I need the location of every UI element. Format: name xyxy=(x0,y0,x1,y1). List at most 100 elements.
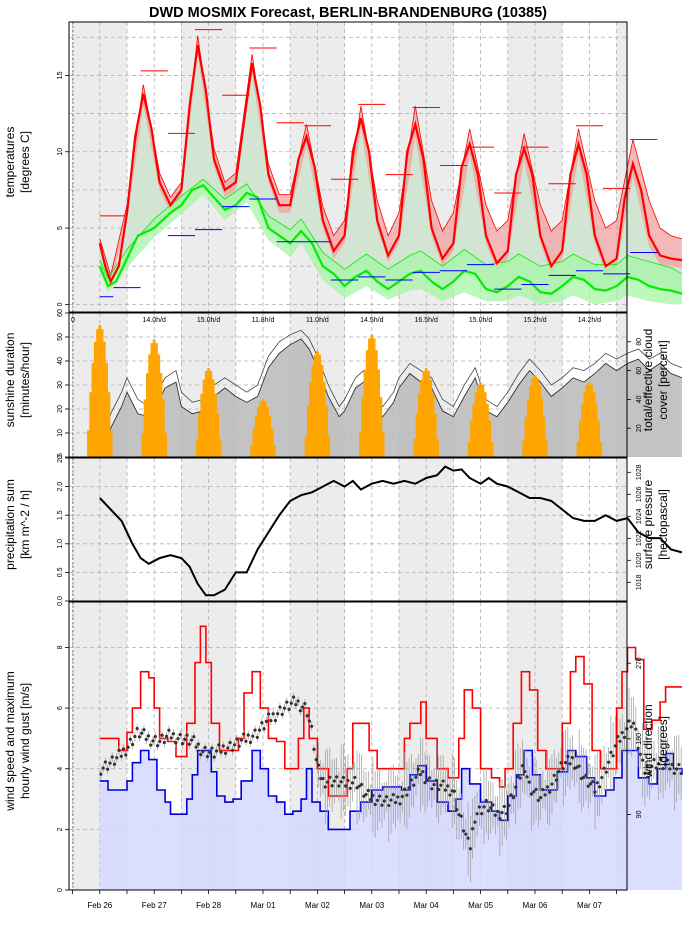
sunshine-bar xyxy=(257,406,260,457)
sunshine-bar xyxy=(250,445,254,457)
sunshine-bar xyxy=(379,397,383,457)
direction-point xyxy=(257,728,262,732)
direction-point xyxy=(251,734,255,738)
sunshine-bar xyxy=(209,371,213,457)
sunshine-bar xyxy=(195,438,199,457)
sunshine-bar xyxy=(100,329,104,457)
direction-point xyxy=(180,741,185,746)
daily-sunshine-label: 0 xyxy=(71,317,75,324)
direction-point xyxy=(210,746,214,750)
sunshine-bar xyxy=(467,441,471,457)
direction-point xyxy=(355,786,359,790)
sunshine-axis-label-line: sunshine duration xyxy=(3,333,17,428)
sunshine-bar xyxy=(486,403,489,457)
sunshine-bar xyxy=(109,430,113,457)
sunshine-bar xyxy=(597,420,600,457)
direction-point xyxy=(468,847,472,851)
sunshine-bar xyxy=(309,381,312,457)
sunshine-bar xyxy=(91,362,95,457)
tick-label: 50 xyxy=(57,333,64,341)
sunshine-bar xyxy=(325,405,328,457)
direction-point xyxy=(459,814,463,818)
direction-point xyxy=(412,783,416,787)
direction-point xyxy=(201,749,205,754)
sunshine-bar xyxy=(422,371,426,457)
sunshine-bar xyxy=(159,373,163,457)
sunshine-bar xyxy=(107,392,111,457)
direction-point xyxy=(106,767,110,771)
direction-point xyxy=(282,706,287,710)
direction-point xyxy=(99,772,103,776)
direction-point xyxy=(543,793,547,797)
direction-point xyxy=(230,748,234,752)
tick-label: 10 xyxy=(57,429,64,437)
direction-point xyxy=(378,794,382,798)
direction-point xyxy=(357,784,361,788)
direction-point xyxy=(364,792,368,797)
direction-point xyxy=(291,695,296,699)
direction-point xyxy=(371,793,375,798)
direction-point xyxy=(550,782,554,786)
sunshine-axis-label-line: [minutes/hour] xyxy=(18,342,32,418)
dew-upper-line xyxy=(99,178,683,280)
sunshine-bar xyxy=(433,413,437,457)
direction-point xyxy=(593,790,597,794)
sunshine-bar xyxy=(150,343,154,457)
tick-label: 6 xyxy=(57,706,64,710)
direction-point xyxy=(591,779,595,784)
direction-point xyxy=(425,778,429,782)
sunshine-bar xyxy=(268,415,272,457)
direction-point xyxy=(627,719,631,723)
direction-point xyxy=(312,747,316,751)
direction-point xyxy=(185,733,189,737)
direction-point xyxy=(534,787,538,791)
direction-point xyxy=(584,773,588,777)
sunshine-bar xyxy=(214,393,217,457)
sunshine-bar xyxy=(490,441,494,457)
direction-point xyxy=(559,761,563,765)
direction-point xyxy=(124,753,128,757)
sunshine-bar xyxy=(542,417,546,457)
precip-axis-label-line: [km m^-2 / h] xyxy=(18,490,32,559)
direction-point xyxy=(131,742,135,747)
sunshine-bar xyxy=(578,420,582,457)
direction-point xyxy=(461,829,466,833)
sunshine-bar xyxy=(524,417,528,457)
tick-label: 60 xyxy=(636,367,643,375)
direction-point xyxy=(455,808,459,812)
direction-point xyxy=(561,767,565,771)
direction-point xyxy=(557,769,561,774)
day-label: Feb 27 xyxy=(142,901,167,910)
sunshine-bar xyxy=(204,371,208,457)
direction-point xyxy=(511,796,516,800)
sunshine-bar xyxy=(431,393,435,457)
direction-point xyxy=(280,712,284,716)
sunshine-bar xyxy=(544,440,548,457)
tick-label: 30 xyxy=(57,381,64,389)
direction-point xyxy=(473,820,477,824)
sunshine-bar xyxy=(585,384,589,457)
sunshine-bar xyxy=(479,382,482,457)
direction-point xyxy=(192,735,196,739)
direction-point xyxy=(471,827,475,831)
sunshine-bar xyxy=(157,354,161,457)
sunshine-bar xyxy=(89,392,93,457)
sunshine-bar xyxy=(252,428,256,457)
sunshine-bar xyxy=(141,433,145,457)
sunshine-bar xyxy=(377,369,380,457)
direction-point xyxy=(434,778,438,782)
direction-point xyxy=(262,727,266,731)
precip-axis-label: precipitation sum[km m^-2 / h] xyxy=(3,479,32,570)
direction-axis-label: wind direction[degrees] xyxy=(641,704,670,778)
direction-point xyxy=(287,707,291,711)
pressure-axis-label-line: [hectopascal] xyxy=(656,489,670,560)
sunshine-bar xyxy=(581,403,584,457)
temp-axis-label-line: [degrees C] xyxy=(18,131,32,193)
direction-point xyxy=(199,752,203,757)
temp-line xyxy=(98,44,683,285)
direction-point xyxy=(233,743,237,747)
direction-point xyxy=(668,767,672,771)
direction-point xyxy=(597,785,602,789)
direction-point xyxy=(112,762,117,766)
direction-point xyxy=(672,771,676,776)
